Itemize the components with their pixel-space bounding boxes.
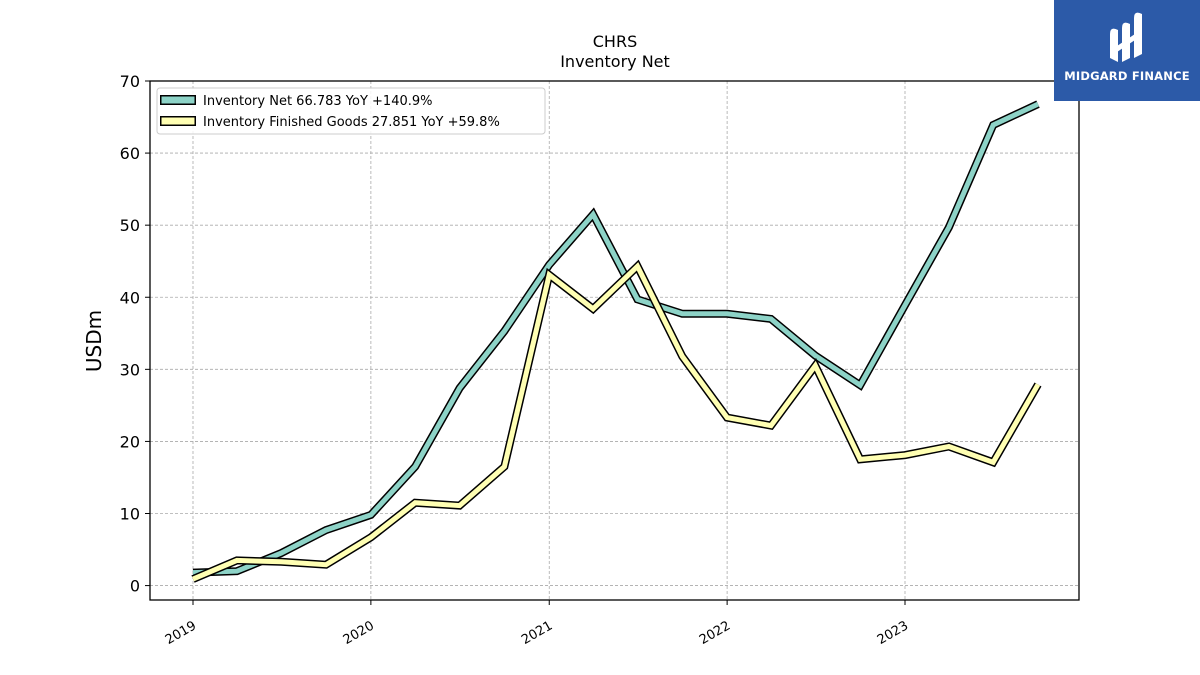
series-line-outline bbox=[192, 100, 1040, 577]
legend-label: Inventory Net 66.783 YoY +140.9% bbox=[203, 94, 433, 109]
y-tick-label: 50 bbox=[120, 216, 140, 235]
series-line bbox=[192, 262, 1041, 582]
series-line bbox=[192, 101, 1040, 576]
legend-swatch bbox=[161, 96, 195, 104]
y-tick-label: 20 bbox=[120, 432, 140, 451]
y-tick-label: 0 bbox=[130, 577, 140, 596]
grid bbox=[150, 80, 1079, 600]
x-axis: 2019 2020 2021 2022 2023 bbox=[163, 600, 911, 648]
y-axis-label: USDm bbox=[82, 310, 106, 372]
x-tick-label: 2019 bbox=[163, 618, 199, 648]
midgard-logo-mark-icon bbox=[1110, 12, 1142, 63]
chart-title: CHRS bbox=[593, 32, 637, 51]
series-1 bbox=[191, 259, 1042, 583]
legend-swatch bbox=[161, 117, 195, 125]
x-tick-label: 2021 bbox=[519, 618, 555, 648]
y-tick-label: 70 bbox=[120, 72, 140, 91]
y-tick-label: 60 bbox=[120, 144, 140, 163]
plot-frame bbox=[149, 80, 1080, 601]
legend-box bbox=[156, 87, 546, 135]
y-axis: 0 10 20 30 40 50 60 70 bbox=[120, 72, 150, 596]
series-layer bbox=[191, 100, 1042, 583]
x-tick-label: 2023 bbox=[875, 618, 911, 648]
y-tick-label: 10 bbox=[120, 505, 140, 524]
series-0 bbox=[192, 100, 1040, 577]
y-tick-label: 40 bbox=[120, 288, 140, 307]
logo-text: MIDGARD FINANCE bbox=[1064, 69, 1190, 83]
legend: Inventory Net 66.783 YoY +140.9% Inventor… bbox=[156, 87, 546, 135]
y-tick-label: 30 bbox=[120, 360, 140, 379]
x-tick-label: 2020 bbox=[341, 618, 377, 648]
midgard-finance-logo: MIDGARD FINANCE bbox=[1054, 0, 1200, 101]
chart-subtitle: Inventory Net bbox=[560, 52, 670, 71]
x-tick-label: 2022 bbox=[697, 618, 733, 648]
legend-label: Inventory Finished Goods 27.851 YoY +59.… bbox=[203, 115, 500, 130]
